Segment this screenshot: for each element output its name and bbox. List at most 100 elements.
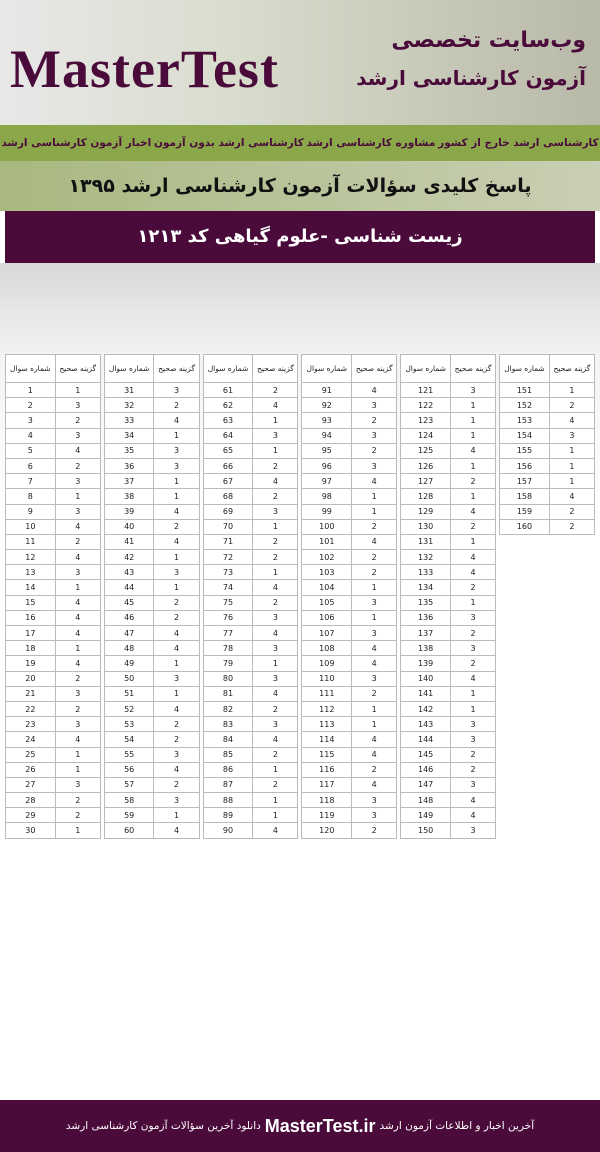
answer: 4 <box>153 640 200 657</box>
question-number: 69 <box>202 503 254 520</box>
row: 60 4 <box>103 822 200 839</box>
question-number: 153 <box>499 412 550 429</box>
answer: 3 <box>252 503 299 520</box>
row: 55 3 <box>103 746 200 763</box>
question-number: 126 <box>400 457 451 475</box>
question-number: 116 <box>301 761 353 778</box>
question-number: 133 <box>400 564 451 581</box>
answer: 4 <box>351 381 398 399</box>
row: 113 1 <box>301 716 398 733</box>
answer-table: شماره سوال گزینه صحیح 91 4 92 3 93 2 94 3 95 2 96 3 97… <box>301 354 398 839</box>
question-number: 64 <box>202 427 254 444</box>
row: 90 4 <box>202 822 299 839</box>
row: 46 2 <box>103 609 200 627</box>
question-number: 84 <box>202 731 254 748</box>
nav-link[interactable]: مشاوره کارشناسی ارشد <box>306 137 436 149</box>
answer: 4 <box>351 473 398 490</box>
question-number: 97 <box>301 473 353 490</box>
question-number: 144 <box>400 731 451 748</box>
answer: 3 <box>153 670 200 687</box>
question-number: 11 <box>5 533 56 551</box>
answer: 1 <box>252 807 299 824</box>
question-number: 73 <box>202 564 254 581</box>
row: 30 1 <box>5 822 101 839</box>
nav-link[interactable]: کارشناسی ارشد بدون آزمون <box>153 137 304 149</box>
header-cell: شماره سوال <box>499 354 550 383</box>
row: 156 1 <box>499 457 595 475</box>
answer: 2 <box>449 655 497 672</box>
answer: 2 <box>54 807 101 824</box>
row: 24 4 <box>5 731 101 748</box>
answer: 3 <box>54 685 101 702</box>
row: 153 4 <box>499 412 595 429</box>
answer: 3 <box>449 822 497 839</box>
question-number: 123 <box>400 412 451 429</box>
row: 140 4 <box>400 670 497 687</box>
answer: 2 <box>351 518 398 535</box>
question-number: 122 <box>400 397 451 414</box>
question-number: 105 <box>301 594 353 611</box>
answer: 4 <box>153 761 200 778</box>
answer: 2 <box>54 792 101 809</box>
question-number: 18 <box>5 640 56 657</box>
banner: MasterTest وب‌سایت تخصصی آزمون کارشناسی … <box>0 0 600 125</box>
answer: 2 <box>54 457 101 475</box>
question-number: 154 <box>499 427 550 444</box>
question-number: 100 <box>301 518 353 535</box>
nav-link[interactable]: کارشناسی ارشد خارج از کشور <box>438 137 599 149</box>
question-number: 140 <box>400 670 451 687</box>
row: 148 4 <box>400 792 497 809</box>
header-cell: شماره سوال <box>103 354 155 383</box>
answer: 2 <box>252 488 299 505</box>
question-number: 65 <box>202 442 254 459</box>
row: 36 3 <box>103 457 200 475</box>
nav-link[interactable]: اخبار آزمون کارشناسی ارشد <box>1 137 152 149</box>
answer: 2 <box>153 609 200 627</box>
question-number: 88 <box>202 792 254 809</box>
footer-link[interactable]: MasterTest.ir <box>264 1115 376 1136</box>
answer: 2 <box>548 397 595 414</box>
question-number: 56 <box>103 761 155 778</box>
answer: 4 <box>252 685 299 702</box>
row: 19 4 <box>5 655 101 672</box>
row: 126 1 <box>400 457 497 475</box>
question-number: 24 <box>5 731 56 748</box>
question-number: 75 <box>202 594 254 611</box>
question-number: 1 <box>5 381 56 399</box>
answer: 1 <box>54 381 101 399</box>
row: 27 3 <box>5 776 101 794</box>
header-cell: گزینه صحیح <box>351 354 398 383</box>
answer: 2 <box>54 533 101 551</box>
question-number: 135 <box>400 594 451 611</box>
answer: 2 <box>351 549 398 566</box>
answer: 3 <box>252 427 299 444</box>
answer: 4 <box>252 397 299 414</box>
question-number: 4 <box>5 427 56 444</box>
question-number: 157 <box>499 473 550 490</box>
row: 98 1 <box>301 488 398 505</box>
answer: 2 <box>548 518 595 535</box>
answer: 4 <box>153 412 200 429</box>
answer: 1 <box>548 381 595 399</box>
brand[interactable]: MasterTest <box>10 39 279 99</box>
row: 110 3 <box>301 670 398 687</box>
row: 123 1 <box>400 412 497 429</box>
answer: 3 <box>351 397 398 414</box>
question-number: 124 <box>400 427 451 444</box>
question-number: 2 <box>5 397 56 414</box>
question-number: 98 <box>301 488 353 505</box>
answer: 3 <box>153 381 200 399</box>
question-number: 160 <box>499 518 550 535</box>
question-number: 37 <box>103 473 155 490</box>
answer: 1 <box>351 609 398 627</box>
question-number: 81 <box>202 685 254 702</box>
question-number: 7 <box>5 473 56 490</box>
answer: 4 <box>252 579 299 596</box>
header-cell: شماره سوال <box>301 354 353 383</box>
header-cell: شماره سوال <box>202 354 254 383</box>
question-number: 94 <box>301 427 353 444</box>
answer: 2 <box>449 473 497 490</box>
row: 14 1 <box>5 579 101 596</box>
